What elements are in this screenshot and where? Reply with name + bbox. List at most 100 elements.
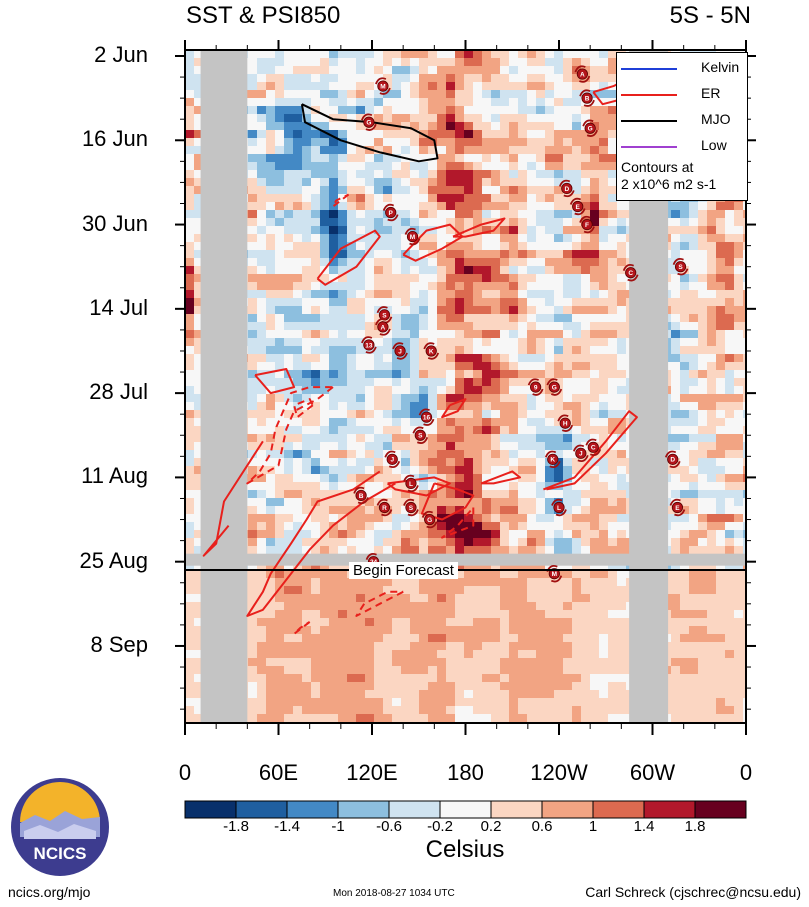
heatmap-cell bbox=[509, 362, 519, 371]
heatmap-cell bbox=[437, 442, 447, 451]
heatmap-cell bbox=[374, 218, 384, 227]
heatmap-cell bbox=[590, 154, 600, 163]
heatmap-cell bbox=[185, 354, 195, 363]
heatmap-cell bbox=[329, 138, 339, 147]
heatmap-cell bbox=[248, 170, 258, 179]
heatmap-cell bbox=[365, 370, 375, 379]
heatmap-cell bbox=[581, 498, 591, 507]
heatmap-cell bbox=[437, 658, 447, 667]
heatmap-cell bbox=[446, 506, 456, 515]
heatmap-cell bbox=[311, 298, 321, 307]
heatmap-cell bbox=[194, 114, 204, 123]
heatmap-cell bbox=[464, 162, 474, 171]
heatmap-cell bbox=[491, 362, 501, 371]
heatmap-cell bbox=[518, 530, 528, 539]
heatmap-cell bbox=[671, 426, 681, 435]
heatmap-cell bbox=[392, 274, 402, 283]
heatmap-cell bbox=[482, 402, 492, 411]
heatmap-cell bbox=[689, 226, 699, 235]
heatmap-cell bbox=[464, 666, 474, 675]
heatmap-cell bbox=[527, 610, 537, 619]
heatmap-cell bbox=[491, 194, 501, 203]
heatmap-cell bbox=[464, 458, 474, 467]
heatmap-cell bbox=[518, 274, 528, 283]
heatmap-cell bbox=[329, 82, 339, 91]
heatmap-cell bbox=[473, 394, 483, 403]
heatmap-cell bbox=[500, 106, 510, 115]
heatmap-cell bbox=[302, 450, 312, 459]
heatmap-cell bbox=[437, 514, 447, 523]
heatmap-cell bbox=[311, 266, 321, 275]
heatmap-cell bbox=[356, 594, 366, 603]
heatmap-cell bbox=[275, 298, 285, 307]
heatmap-cell bbox=[518, 338, 528, 347]
heatmap-cell bbox=[509, 610, 519, 619]
heatmap-cell bbox=[338, 618, 348, 627]
heatmap-cell bbox=[707, 402, 717, 411]
heatmap-cell bbox=[338, 522, 348, 531]
heatmap-cell bbox=[257, 138, 267, 147]
heatmap-cell bbox=[455, 386, 465, 395]
heatmap-cell bbox=[401, 642, 411, 651]
heatmap-cell bbox=[464, 378, 474, 387]
heatmap-cell bbox=[401, 442, 411, 451]
heatmap-cell bbox=[671, 474, 681, 483]
heatmap-cell bbox=[257, 298, 267, 307]
heatmap-cell bbox=[365, 490, 375, 499]
heatmap-cell bbox=[716, 394, 726, 403]
heatmap-cell bbox=[419, 58, 429, 67]
heatmap-cell bbox=[572, 434, 582, 443]
heatmap-cell bbox=[545, 514, 555, 523]
heatmap-cell bbox=[716, 218, 726, 227]
heatmap-cell bbox=[248, 538, 258, 547]
heatmap-cell bbox=[419, 522, 429, 531]
heatmap-cell bbox=[545, 154, 555, 163]
heatmap-cell bbox=[608, 314, 618, 323]
heatmap-cell bbox=[689, 610, 699, 619]
heatmap-cell bbox=[275, 434, 285, 443]
heatmap-cell bbox=[293, 586, 303, 595]
heatmap-cell bbox=[194, 402, 204, 411]
heatmap-cell bbox=[689, 242, 699, 251]
heatmap-cell bbox=[356, 426, 366, 435]
heatmap-cell bbox=[302, 202, 312, 211]
heatmap-cell bbox=[365, 658, 375, 667]
heatmap-cell bbox=[617, 666, 627, 675]
heatmap-cell bbox=[338, 346, 348, 355]
heatmap-cell bbox=[527, 170, 537, 179]
heatmap-cell bbox=[356, 162, 366, 171]
heatmap-cell bbox=[329, 450, 339, 459]
heatmap-cell bbox=[617, 242, 627, 251]
heatmap-cell bbox=[509, 354, 519, 363]
heatmap-cell bbox=[500, 202, 510, 211]
heatmap-cell bbox=[608, 330, 618, 339]
heatmap-cell bbox=[338, 490, 348, 499]
heatmap-cell bbox=[581, 474, 591, 483]
heatmap-cell bbox=[599, 338, 609, 347]
heatmap-cell bbox=[347, 666, 357, 675]
heatmap-cell bbox=[572, 426, 582, 435]
heatmap-cell bbox=[599, 162, 609, 171]
heatmap-cell bbox=[329, 394, 339, 403]
heatmap-cell bbox=[311, 354, 321, 363]
heatmap-cell bbox=[284, 650, 294, 659]
heatmap-cell bbox=[491, 162, 501, 171]
heatmap-cell bbox=[482, 338, 492, 347]
heatmap-cell bbox=[437, 146, 447, 155]
heatmap-cell bbox=[743, 482, 746, 491]
heatmap-cell bbox=[338, 82, 348, 91]
heatmap-cell bbox=[428, 386, 438, 395]
heatmap-cell bbox=[419, 338, 429, 347]
heatmap-cell bbox=[194, 586, 204, 595]
heatmap-cell bbox=[293, 314, 303, 323]
heatmap-cell bbox=[275, 674, 285, 683]
heatmap-cell bbox=[500, 98, 510, 107]
heatmap-cell bbox=[518, 594, 528, 603]
heatmap-cell bbox=[293, 506, 303, 515]
heatmap-cell bbox=[338, 234, 348, 243]
heatmap-cell bbox=[617, 490, 627, 499]
heatmap-cell bbox=[329, 498, 339, 507]
heatmap-cell bbox=[509, 418, 519, 427]
heatmap-cell bbox=[455, 226, 465, 235]
heatmap-cell bbox=[509, 386, 519, 395]
